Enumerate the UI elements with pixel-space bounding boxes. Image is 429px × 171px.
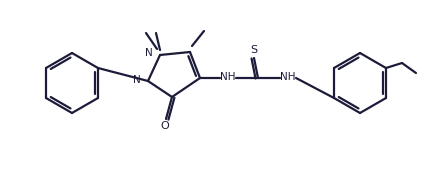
Text: N: N xyxy=(145,48,153,58)
Text: N: N xyxy=(133,75,141,85)
Text: NH: NH xyxy=(280,72,296,82)
Text: O: O xyxy=(160,121,169,131)
Text: NH: NH xyxy=(220,72,236,82)
Text: S: S xyxy=(251,45,257,55)
